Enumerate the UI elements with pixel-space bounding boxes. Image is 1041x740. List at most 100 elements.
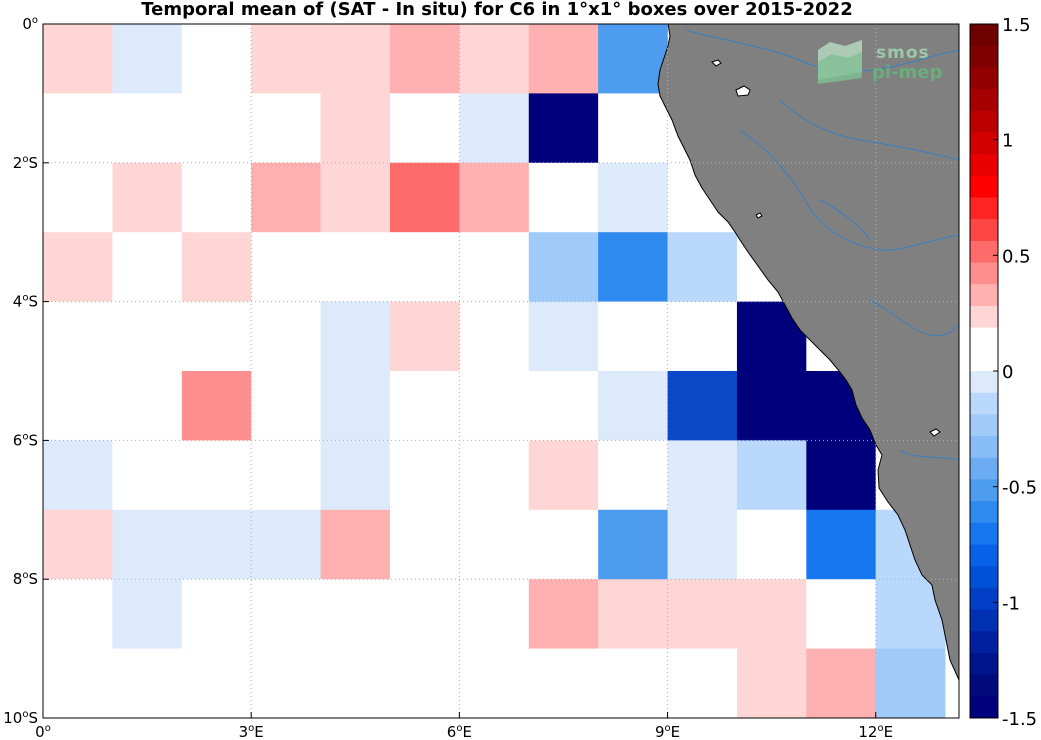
island-small — [735, 85, 751, 97]
map-plot-area: 0o 3oE 6oE 9oE 12oE 0o 2oS 4oS 6oS 8oS 10oS — [3, 15, 960, 740]
river-3 — [779, 99, 959, 161]
heatmap-cell — [459, 301, 530, 372]
heatmap-cell — [459, 93, 530, 164]
colorbar-segment — [970, 436, 998, 459]
heatmap-cell — [528, 579, 599, 649]
colorbar-segment — [970, 154, 998, 177]
heatmap-cell — [43, 162, 113, 233]
heatmap-cell — [389, 509, 460, 580]
colorbar-segment — [970, 479, 998, 502]
colorbar-segment — [970, 175, 998, 198]
heatmap-cell — [806, 509, 877, 580]
y-tick-label: 6oS — [13, 431, 38, 449]
heatmap-cell — [43, 440, 113, 511]
colorbar-segment — [970, 110, 998, 133]
heatmap-cell — [181, 509, 252, 580]
heatmap-cell — [389, 648, 460, 718]
heatmap-cell — [389, 301, 460, 372]
colorbar-tick-label: 1 — [1002, 131, 1013, 152]
y-axis-ticks: 0o 2oS 4oS 6oS 8oS 10oS — [3, 15, 49, 727]
heatmap-cell — [806, 579, 877, 649]
heatmap-cell — [667, 232, 738, 302]
heatmap-cell — [43, 301, 113, 372]
heatmap-cell — [459, 371, 530, 441]
land-mass — [657, 24, 959, 681]
heatmap-cell — [389, 162, 460, 233]
smos-pimep-logo: smos pi-mep — [818, 40, 942, 84]
heatmap-cell — [320, 162, 391, 233]
river-5 — [899, 449, 959, 461]
colorbar-segment — [970, 652, 998, 676]
heatmap-cell — [667, 579, 738, 649]
heatmap-cell — [320, 24, 391, 94]
river-4 — [869, 299, 959, 337]
heatmap-cell — [528, 93, 599, 164]
heatmap-cell — [251, 301, 321, 372]
colorbar-segment — [970, 674, 998, 697]
heatmap-cell — [459, 509, 530, 580]
heatmap-cell — [181, 232, 252, 302]
colorbar-segment — [970, 544, 998, 567]
x-tick-label: 12oE — [858, 723, 893, 740]
heatmap-cell — [112, 509, 183, 580]
colorbar-segment — [970, 392, 998, 415]
plot-frame — [42, 23, 960, 719]
heatmap-cell — [459, 232, 530, 302]
y-tick-label: 2oS — [13, 154, 38, 172]
logo-waves-icon — [818, 40, 862, 84]
heatmap-cell — [875, 648, 946, 718]
heatmap-cell — [667, 509, 738, 580]
colorbar-segments — [970, 24, 998, 719]
heatmap-cell — [598, 648, 668, 718]
colorbar-segment — [970, 327, 998, 350]
colorbar-segment — [970, 587, 998, 610]
heatmap-cell — [459, 440, 530, 511]
colorbar-segment — [970, 501, 998, 524]
colorbar-segment — [970, 305, 998, 329]
heatmap-cell — [528, 301, 599, 372]
colorbar-segment — [970, 219, 998, 242]
heatmap-cell — [459, 648, 530, 718]
heatmap-cell — [667, 440, 738, 511]
heatmap-cell — [112, 301, 183, 372]
heatmap-cell — [736, 509, 807, 580]
heatmap-cell — [598, 301, 668, 372]
heatmap-cell — [598, 93, 668, 164]
heatmap-cell — [112, 440, 183, 511]
colorbar-segment — [970, 631, 998, 654]
heatmap-cell — [736, 579, 807, 649]
heatmap-cell — [528, 24, 599, 94]
river-6 — [819, 199, 871, 241]
heatmap-cell — [528, 440, 599, 511]
x-tick-label: 3oE — [239, 723, 264, 740]
heatmap-cell — [320, 579, 391, 649]
heatmap-cell — [112, 93, 183, 164]
x-tick-label: 9oE — [655, 723, 680, 740]
heatmap-cell — [112, 24, 183, 94]
colorbar-segment — [970, 522, 998, 545]
river-2 — [739, 129, 959, 251]
heatmap-cell — [389, 93, 460, 164]
heatmap-cell — [43, 232, 113, 302]
colorbar-segment — [970, 197, 998, 220]
colorbar-ticks: 1.5 1 0.5 0 -0.5 -1 -1.5 — [993, 15, 1037, 730]
heatmap-cell — [598, 371, 668, 441]
heatmap-cell — [389, 440, 460, 511]
heatmap-cell — [112, 648, 183, 718]
heatmap-cell — [598, 232, 668, 302]
heatmap-cell — [43, 579, 113, 649]
heatmap-cell — [251, 648, 321, 718]
heatmap-cell — [736, 371, 807, 441]
heatmap-cell — [112, 579, 183, 649]
colorbar-tick-label: -1 — [1002, 593, 1020, 614]
heatmap-cell — [251, 579, 321, 649]
heatmap-cell — [736, 648, 807, 718]
heatmap-cell — [181, 579, 252, 649]
heatmap-cell — [251, 440, 321, 511]
heatmap-cell — [528, 648, 599, 718]
heatmap-cell — [181, 24, 252, 94]
heatmap-cell — [667, 371, 738, 441]
heatmap-cell — [251, 162, 321, 233]
heatmap-cell — [320, 509, 391, 580]
heatmap-cell — [320, 232, 391, 302]
